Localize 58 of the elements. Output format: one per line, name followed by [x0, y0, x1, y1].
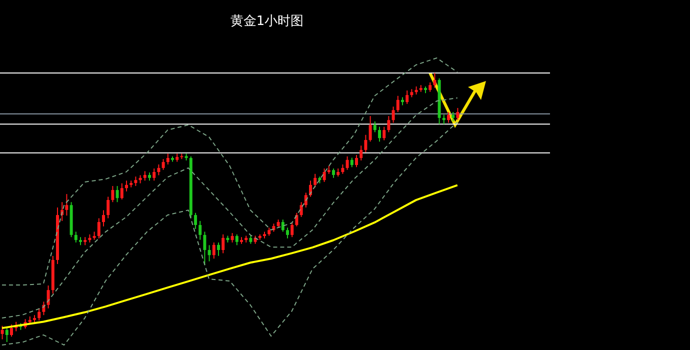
candlestick: [447, 112, 450, 124]
candlestick: [10, 324, 13, 338]
candlestick: [102, 210, 105, 227]
candlestick: [387, 116, 390, 133]
candlestick: [212, 242, 216, 260]
candlestick: [452, 112, 455, 122]
candlestick: [406, 90, 409, 104]
candlestick: [281, 219, 284, 232]
candlestick: [106, 196, 110, 219]
candlestick: [230, 232, 234, 243]
candlestick: [433, 72, 436, 88]
candlestick: [222, 234, 225, 254]
candlestick: [341, 164, 344, 174]
candlestick: [46, 285, 50, 309]
candlestick: [428, 82, 432, 92]
candlestick: [392, 106, 395, 124]
candlestick: [194, 212, 197, 230]
candlestick: [360, 145, 363, 161]
candlestick: [368, 116, 372, 142]
candlestick: [456, 107, 460, 121]
candlestick: [198, 220, 202, 240]
candlestick: [166, 153, 170, 165]
candlestick: [350, 157, 354, 168]
candlestick: [0, 325, 4, 340]
candlestick: [208, 244, 211, 262]
candlestick: [235, 234, 238, 246]
candlestick: [442, 114, 446, 125]
candlestick: [116, 185, 119, 203]
candlestick: [120, 182, 124, 200]
candlestick: [396, 95, 400, 113]
candlestick: [74, 231, 78, 243]
candlestick: [203, 231, 206, 266]
candlestick: [295, 212, 298, 227]
candlestick: [322, 168, 326, 182]
candlestick: [134, 176, 138, 186]
candlestick: [65, 194, 68, 216]
candlestick: [125, 180, 128, 192]
candlestick: [162, 158, 165, 170]
candlestick: [300, 202, 303, 218]
candlestick: [346, 156, 349, 170]
chart-title: 黄金1小时图: [230, 14, 304, 29]
candlestick: [355, 154, 358, 168]
candlestick: [217, 242, 220, 256]
candlestick: [373, 120, 376, 133]
candlestick: [38, 308, 41, 321]
candlestick: [157, 164, 160, 176]
candlestick: [152, 168, 156, 182]
candlestick: [314, 173, 317, 188]
candlestick: [382, 126, 386, 141]
candlestick: [5, 326, 8, 342]
candlestick: [332, 168, 335, 178]
candlestick: [286, 227, 289, 239]
candlestick: [290, 222, 294, 238]
candlestick: [378, 126, 381, 142]
candlestick: [111, 185, 114, 203]
candlestick: [364, 134, 368, 153]
candlestick: [143, 170, 146, 182]
candlestick: [97, 218, 100, 239]
